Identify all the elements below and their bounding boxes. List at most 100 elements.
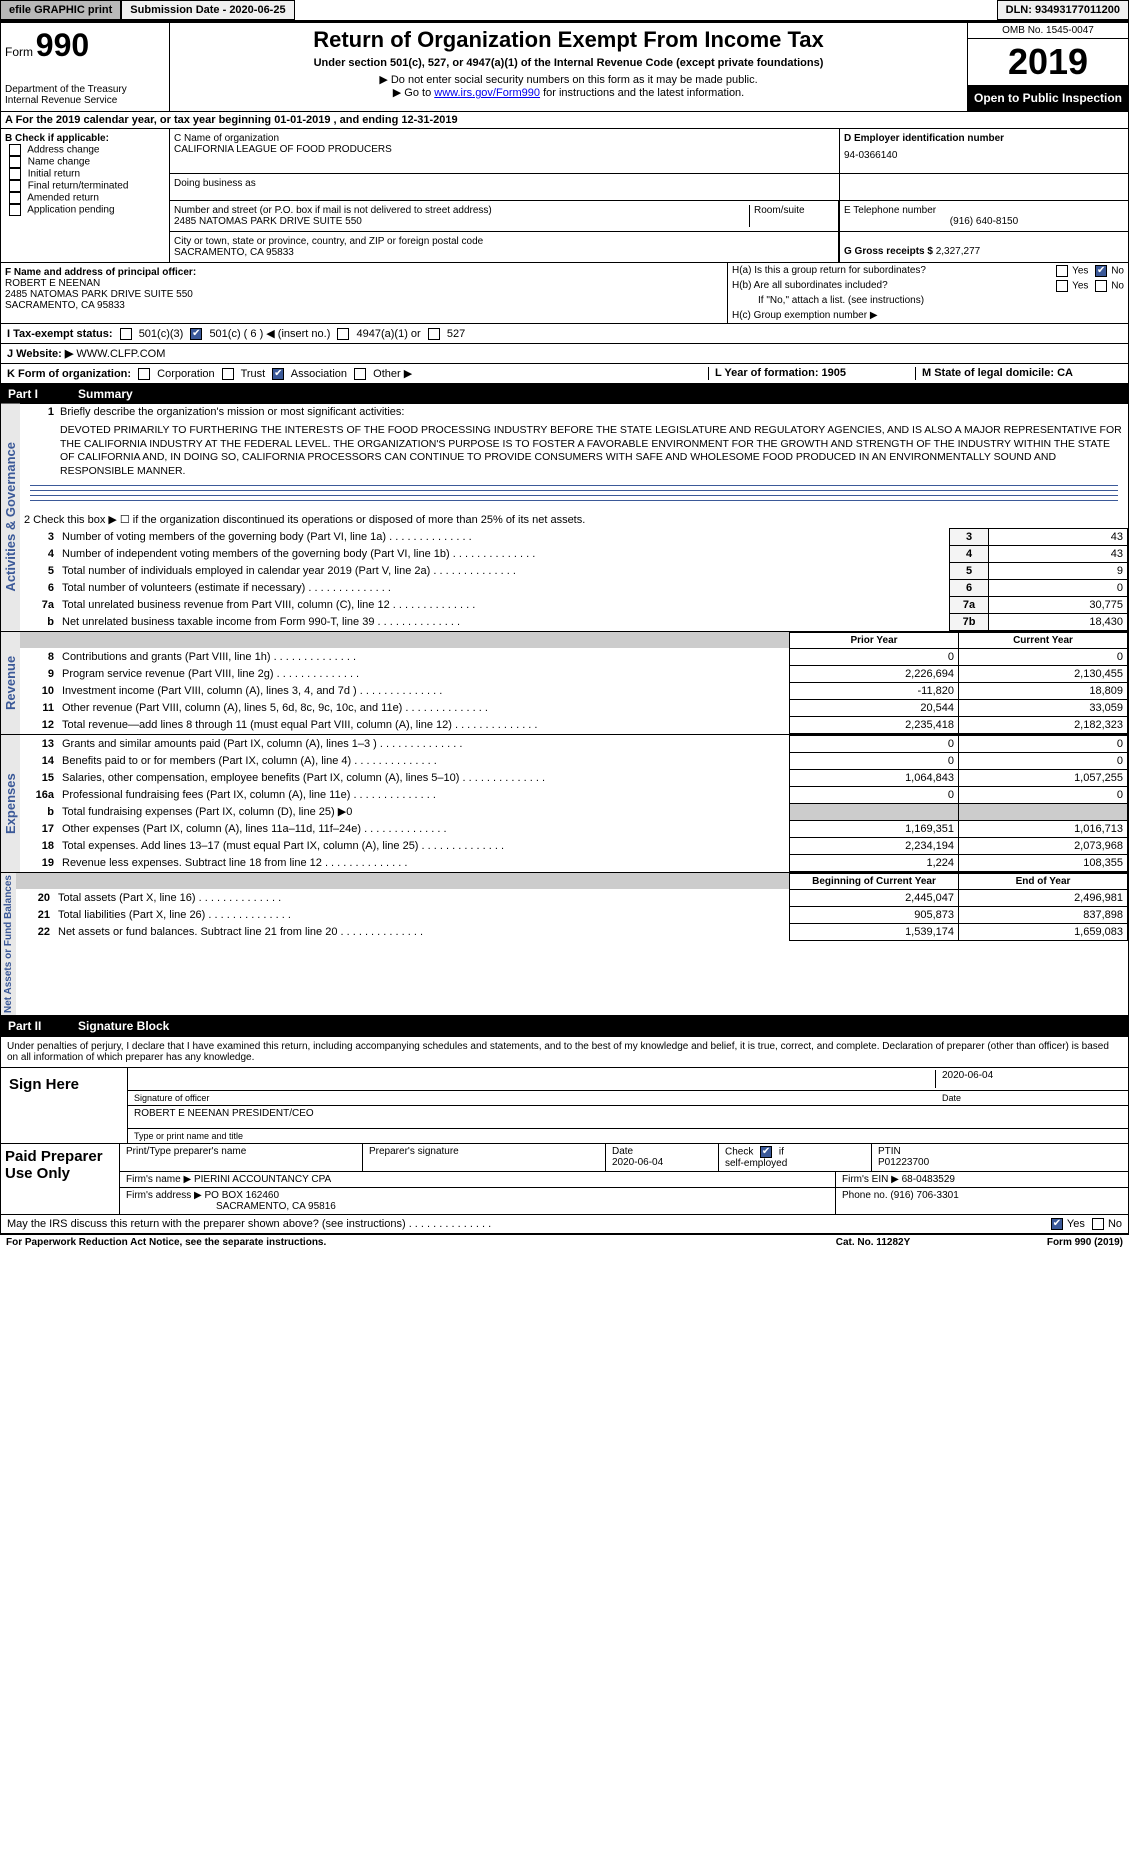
- d-label: D Employer identification number: [844, 133, 1004, 144]
- dba-label: Doing business as: [174, 178, 835, 189]
- self-employed: Check ifself-employed: [719, 1144, 872, 1171]
- street-address: 2485 NATOMAS PARK DRIVE SUITE 550: [174, 216, 749, 227]
- gov-line: bNet unrelated business taxable income f…: [20, 613, 1128, 630]
- section-bcde: B Check if applicable: Address change Na…: [0, 129, 1129, 263]
- f-label: F Name and address of principal officer:: [5, 267, 196, 278]
- hb-yes-checkbox[interactable]: [1056, 280, 1068, 292]
- h-a: H(a) Is this a group return for subordin…: [728, 263, 1128, 278]
- section-a: A For the 2019 calendar year, or tax yea…: [0, 112, 1129, 129]
- org-name: CALIFORNIA LEAGUE OF FOOD PRODUCERS: [174, 144, 835, 155]
- netasset-line: 20Total assets (Part X, line 16) 2,445,0…: [16, 889, 1128, 906]
- line-1: 11 Briefly describe the organization's m…: [20, 404, 1128, 420]
- firm-phone: Phone no. (916) 706-3301: [836, 1188, 1128, 1214]
- ein: 94-0366140: [844, 150, 1124, 161]
- sign-here-label: Sign Here: [1, 1068, 128, 1143]
- side-netassets: Net Assets or Fund Balances: [1, 873, 16, 1015]
- trust-checkbox[interactable]: [222, 368, 234, 380]
- b-option: Address change: [5, 144, 165, 156]
- netasset-line: 22Net assets or fund balances. Subtract …: [16, 923, 1128, 940]
- name-title-label: Type or print name and title: [128, 1128, 1128, 1143]
- expense-line: bTotal fundraising expenses (Part IX, co…: [20, 803, 1128, 820]
- 4947-checkbox[interactable]: [337, 328, 349, 340]
- omb-number: OMB No. 1545-0047: [968, 23, 1128, 39]
- form-header: Form 990 Department of the Treasury Inte…: [0, 22, 1129, 112]
- discuss-row: May the IRS discuss this return with the…: [1, 1214, 1128, 1233]
- gov-line: 7aTotal unrelated business revenue from …: [20, 596, 1128, 613]
- h-c: H(c) Group exemption number ▶: [728, 308, 1128, 323]
- revenue-line: 11Other revenue (Part VIII, column (A), …: [20, 699, 1128, 716]
- revenue-table: Prior YearCurrent Year8Contributions and…: [20, 632, 1128, 734]
- firm-ein: Firm's EIN ▶ 68-0483529: [836, 1172, 1128, 1187]
- b-option: Name change: [5, 156, 165, 168]
- expense-line: 15Salaries, other compensation, employee…: [20, 769, 1128, 786]
- discuss-no-checkbox[interactable]: [1092, 1218, 1104, 1230]
- expenses-table: 13Grants and similar amounts paid (Part …: [20, 735, 1128, 872]
- efile-print: efile GRAPHIC print: [0, 0, 121, 20]
- addr-label: Number and street (or P.O. box if mail i…: [174, 205, 749, 216]
- ha-no-checkbox[interactable]: [1095, 265, 1107, 277]
- activities-governance: Activities & Governance 11 Briefly descr…: [0, 404, 1129, 632]
- netassets-table: Beginning of Current YearEnd of Year20To…: [16, 873, 1128, 941]
- prep-name-label: Print/Type preparer's name: [120, 1144, 363, 1171]
- perjury-statement: Under penalties of perjury, I declare th…: [1, 1037, 1128, 1067]
- revenue-section: Revenue Prior YearCurrent Year8Contribut…: [0, 632, 1129, 735]
- 527-checkbox[interactable]: [428, 328, 440, 340]
- open-public: Open to Public Inspection: [968, 85, 1128, 111]
- line-2: 2 Check this box ▶ ☐ if the organization…: [20, 511, 1128, 528]
- irs-label: Internal Revenue Service: [5, 95, 165, 106]
- mission-text: DEVOTED PRIMARILY TO FURTHERING THE INTE…: [20, 420, 1128, 481]
- expense-line: 18Total expenses. Add lines 13–17 (must …: [20, 837, 1128, 854]
- 501c3-checkbox[interactable]: [120, 328, 132, 340]
- 501c-checkbox[interactable]: [190, 328, 202, 340]
- sig-officer-label: Signature of officer: [134, 1093, 942, 1103]
- assoc-checkbox[interactable]: [272, 368, 284, 380]
- telephone: (916) 640-8150: [844, 216, 1124, 227]
- revenue-line: 8Contributions and grants (Part VIII, li…: [20, 648, 1128, 665]
- other-checkbox[interactable]: [354, 368, 366, 380]
- firm-addr: Firm's address ▶ PO BOX 162460SACRAMENTO…: [120, 1188, 836, 1214]
- footer: For Paperwork Reduction Act Notice, see …: [0, 1234, 1129, 1250]
- b-option: Initial return: [5, 168, 165, 180]
- revenue-line: 12Total revenue—add lines 8 through 11 (…: [20, 716, 1128, 733]
- h-b: H(b) Are all subordinates included? Yes …: [728, 278, 1128, 293]
- ha-yes-checkbox[interactable]: [1056, 265, 1068, 277]
- officer-addr: 2485 NATOMAS PARK DRIVE SUITE 550: [5, 289, 723, 300]
- gov-line: 6Total number of volunteers (estimate if…: [20, 579, 1128, 596]
- b-option: Final return/terminated: [5, 180, 165, 192]
- side-gov: Activities & Governance: [1, 404, 20, 631]
- form-number: 990: [36, 27, 89, 63]
- submission-date: Submission Date - 2020-06-25: [121, 0, 294, 20]
- city-state-zip: SACRAMENTO, CA 95833: [174, 247, 834, 258]
- side-expenses: Expenses: [1, 735, 20, 872]
- officer-city: SACRAMENTO, CA 95833: [5, 300, 723, 311]
- expense-line: 14Benefits paid to or for members (Part …: [20, 752, 1128, 769]
- gov-line: 3Number of voting members of the governi…: [20, 528, 1128, 545]
- b-option: Application pending: [5, 204, 165, 216]
- form-title: Return of Organization Exempt From Incom…: [174, 27, 963, 53]
- corp-checkbox[interactable]: [138, 368, 150, 380]
- netasset-line: 21Total liabilities (Part X, line 26) 90…: [16, 906, 1128, 923]
- b-option: Amended return: [5, 192, 165, 204]
- expense-line: 17Other expenses (Part IX, column (A), l…: [20, 820, 1128, 837]
- c-name-label: C Name of organization: [174, 133, 835, 144]
- part-1-header: Part ISummary: [0, 384, 1129, 404]
- g-label: G Gross receipts $: [844, 246, 933, 257]
- discuss-yes-checkbox[interactable]: [1051, 1218, 1063, 1230]
- part-2-header: Part IISignature Block: [0, 1016, 1129, 1036]
- row-j: J Website: ▶ WWW.CLFP.COM: [0, 344, 1129, 364]
- city-label: City or town, state or province, country…: [174, 236, 834, 247]
- section-fgh: F Name and address of principal officer:…: [0, 263, 1129, 324]
- room-suite-label: Room/suite: [749, 205, 834, 227]
- irs-link[interactable]: www.irs.gov/Form990: [434, 87, 540, 99]
- revenue-line: 9Program service revenue (Part VIII, lin…: [20, 665, 1128, 682]
- hb-no-checkbox[interactable]: [1095, 280, 1107, 292]
- cat-no: Cat. No. 11282Y: [773, 1237, 973, 1248]
- sig-date-label: Date: [942, 1093, 1122, 1103]
- b-label: B Check if applicable:: [5, 133, 109, 144]
- website: WWW.CLFP.COM: [76, 348, 165, 360]
- e-label: E Telephone number: [844, 205, 1124, 216]
- self-emp-checkbox[interactable]: [760, 1146, 772, 1158]
- state-domicile: M State of legal domicile: CA: [915, 367, 1122, 380]
- gov-line: 5Total number of individuals employed in…: [20, 562, 1128, 579]
- firm-name: Firm's name ▶ PIERINI ACCOUNTANCY CPA: [120, 1172, 836, 1187]
